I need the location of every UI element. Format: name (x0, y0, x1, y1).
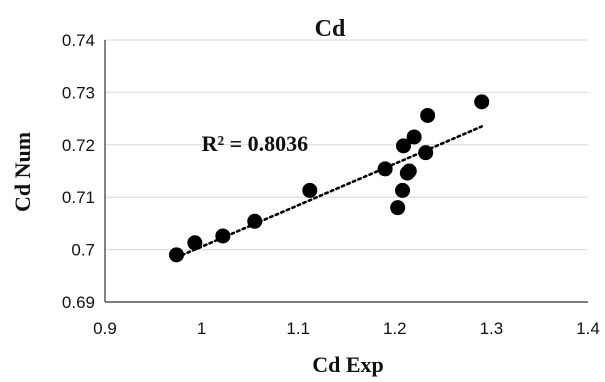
data-point (395, 138, 411, 154)
data-point (420, 107, 436, 123)
x-tick-label: 1 (197, 319, 206, 338)
data-point (247, 213, 263, 229)
y-tick-label: 0.71 (62, 188, 95, 207)
data-point (406, 129, 422, 145)
x-tick-labels: 0.9 1 1.1 1.2 1.3 1.4 (93, 319, 600, 338)
y-tick-labels: 0.69 0.7 0.71 0.72 0.73 0.74 (62, 31, 95, 312)
data-point (390, 200, 406, 216)
data-point (187, 235, 203, 251)
chart-title: Cd (315, 16, 346, 42)
x-axis-title: Cd Exp (312, 352, 384, 377)
x-tick-label: 1.4 (576, 319, 600, 338)
x-tick-label: 1.2 (383, 319, 407, 338)
annotations: R² = 0.8036 (202, 131, 309, 156)
data-point (401, 163, 417, 179)
y-tick-label: 0.73 (62, 83, 95, 102)
data-points (168, 94, 490, 263)
axes (104, 40, 588, 303)
x-tick-label: 0.9 (93, 319, 117, 338)
y-tick-label: 0.69 (62, 293, 95, 312)
y-tick-label: 0.74 (62, 31, 95, 50)
grid-lines (105, 39, 588, 251)
y-tick-label: 0.72 (62, 136, 95, 155)
y-axis-title: Cd Num (10, 132, 35, 212)
data-point (302, 182, 318, 198)
data-point (395, 182, 411, 198)
r-squared-label: R² = 0.8036 (202, 131, 309, 156)
data-point (168, 247, 184, 263)
x-tick-label: 1.1 (286, 319, 310, 338)
data-point (215, 228, 231, 244)
data-point (418, 145, 434, 161)
y-tick-label: 0.7 (71, 241, 95, 260)
data-point (377, 161, 393, 177)
data-point (474, 94, 490, 110)
x-tick-label: 1.3 (480, 319, 504, 338)
